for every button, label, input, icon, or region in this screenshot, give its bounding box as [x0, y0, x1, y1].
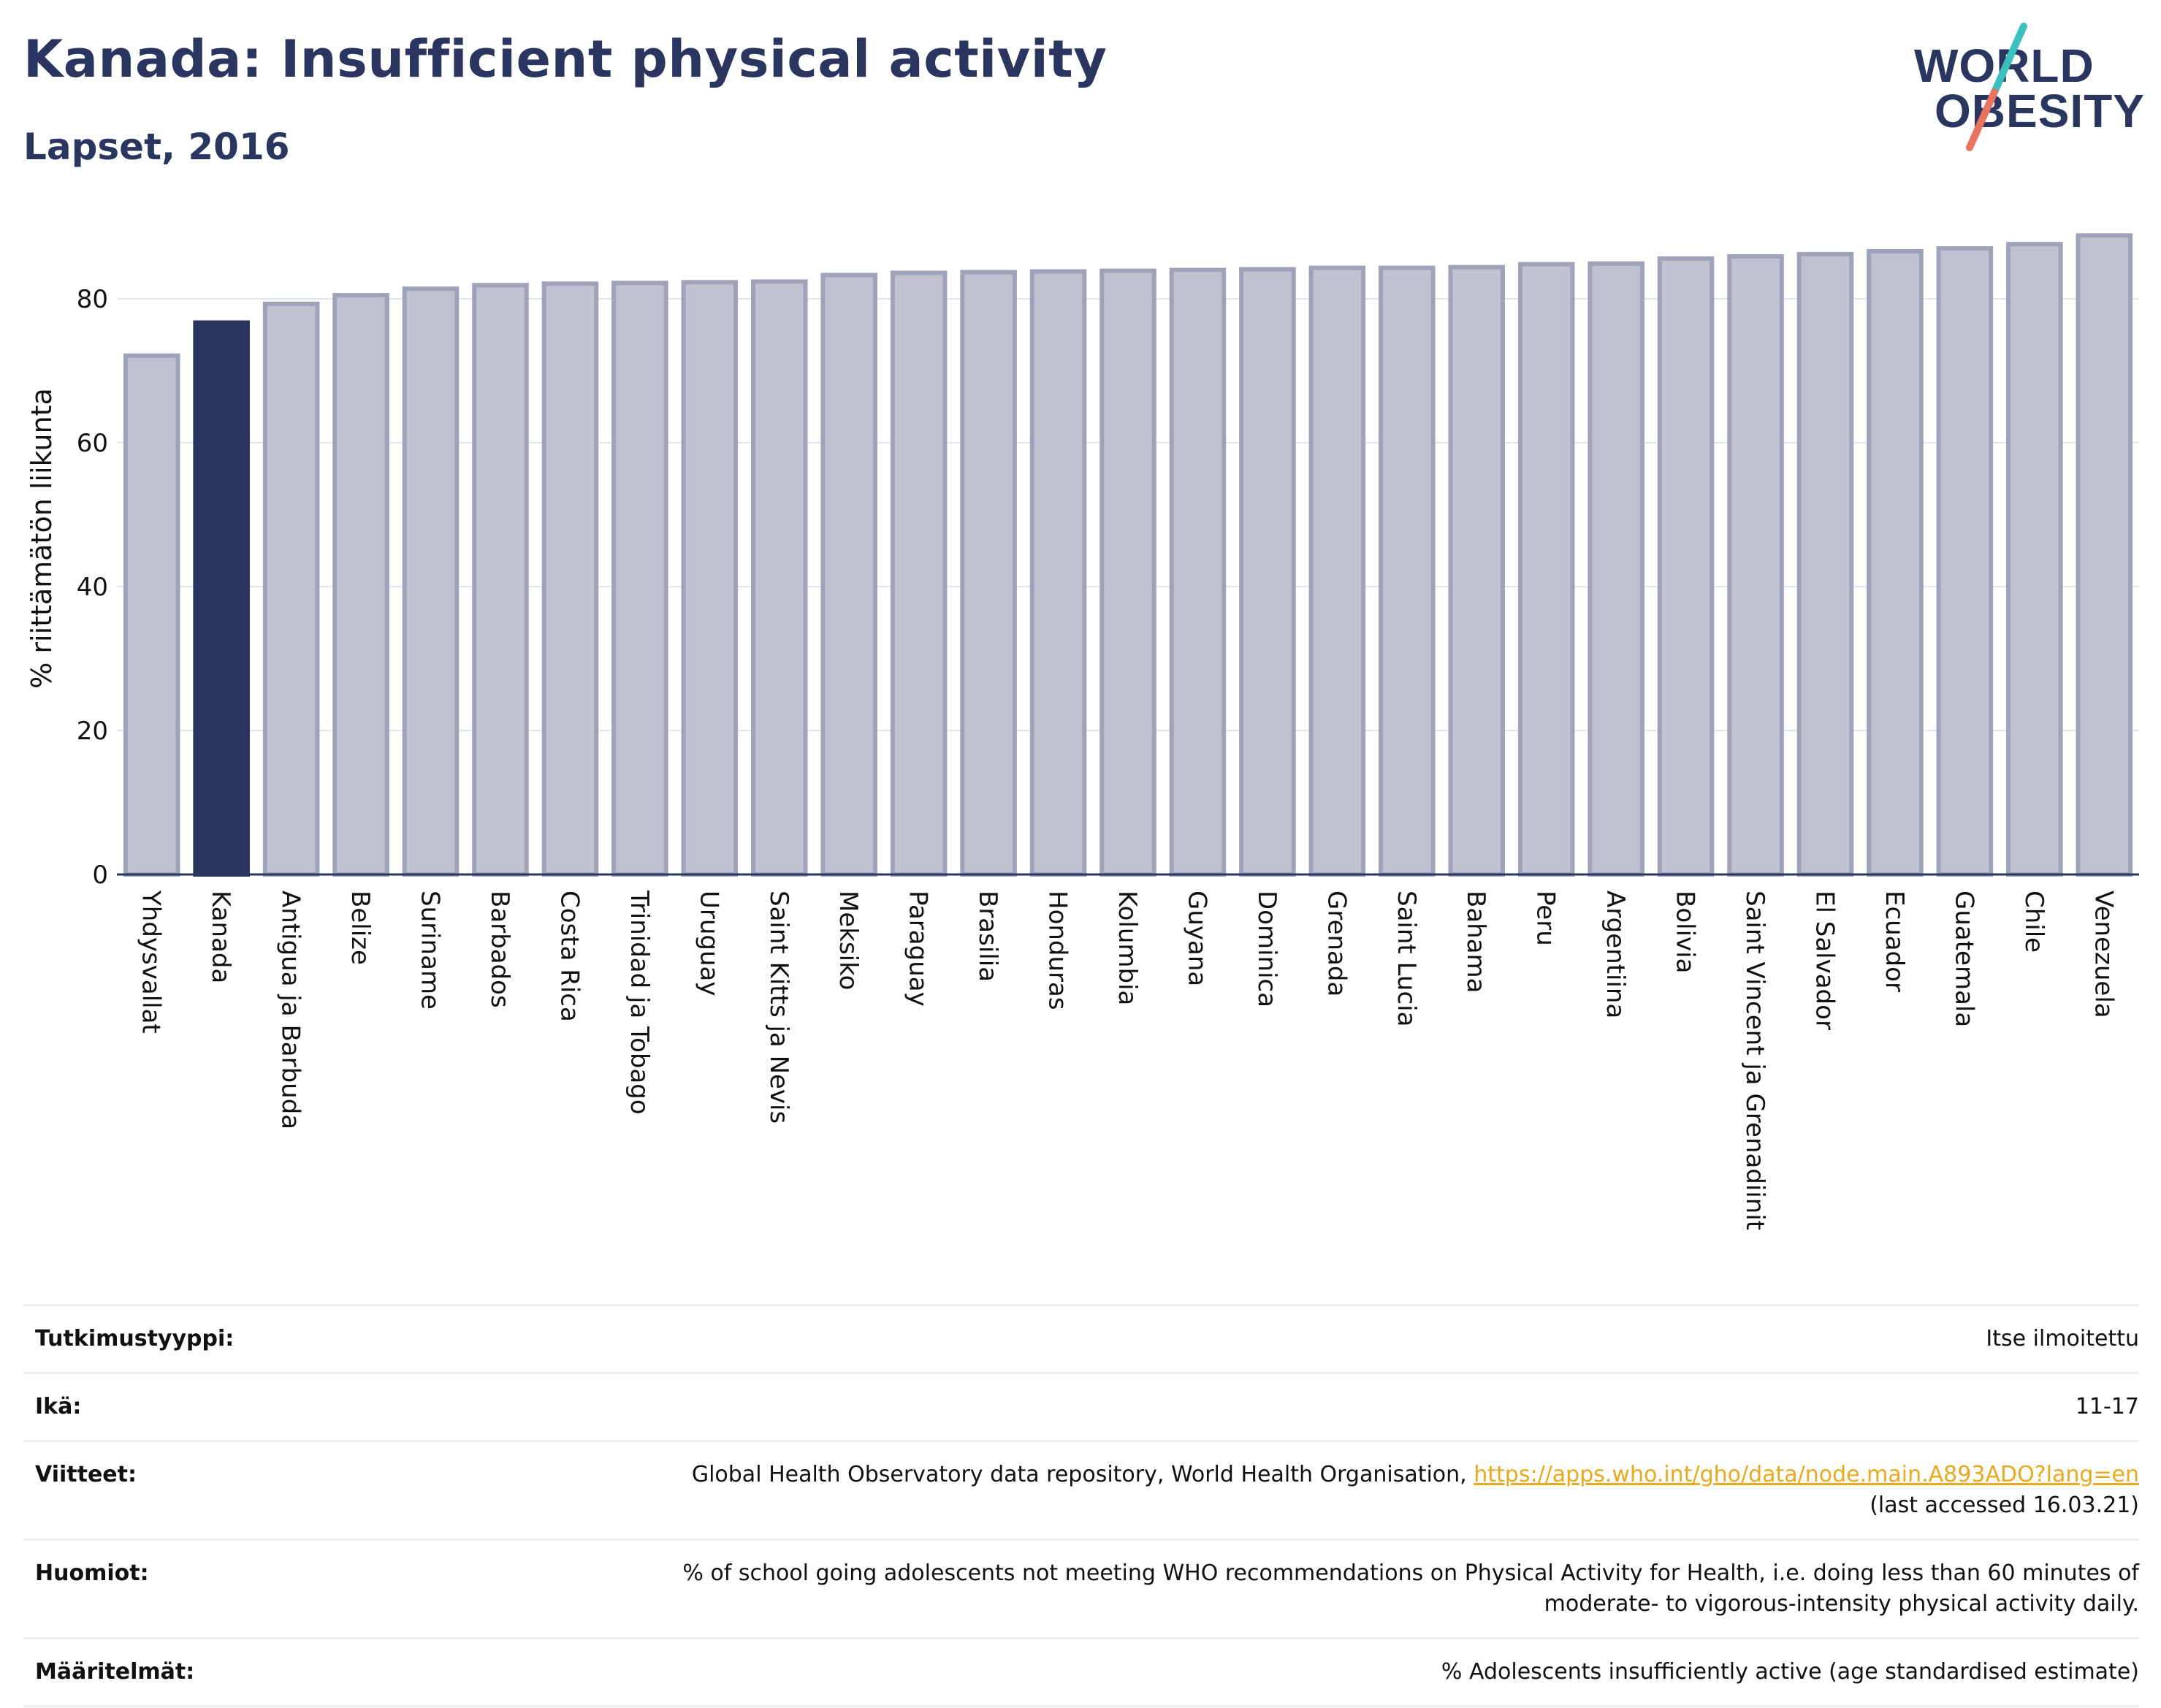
bar-antigua-ja-barbuda — [262, 301, 320, 877]
meta-value-text: Global Health Observatory data repositor… — [691, 1462, 1467, 1487]
bar-meksiko — [820, 272, 878, 877]
meta-label: Ikä: — [35, 1394, 82, 1419]
y-tick-label: 40 — [77, 573, 108, 602]
logo-slash-icon — [1966, 23, 2027, 151]
chart-title: Kanada: Insufficient physical activity — [23, 29, 1108, 89]
meta-label: Määritelmät: — [35, 1659, 195, 1685]
meta-label: Huomiot: — [35, 1560, 149, 1586]
y-tick-label: 80 — [77, 285, 108, 314]
meta-value-text: 11-17 — [2075, 1394, 2139, 1419]
x-tick-label: Grenada — [1322, 891, 1351, 996]
meta-row: Ikä: 11-17 — [23, 1372, 2139, 1440]
x-tick-label: Honduras — [1043, 891, 1072, 1010]
bar-paraguay — [890, 270, 948, 877]
bar-honduras — [1029, 269, 1087, 877]
x-tick-label: Saint Kitts ja Nevis — [764, 891, 793, 1124]
meta-value-text: % of school going adolescents not meetin… — [682, 1560, 2139, 1586]
bar-peru — [1517, 262, 1575, 877]
x-tick-label: Ecuador — [1880, 891, 1909, 992]
bar-grenada — [1308, 265, 1366, 877]
category-labels: Yhdysvallat Kanada Antigua ja Barbuda Beliz… — [137, 890, 2119, 1230]
bar-trinidad-ja-tobago — [611, 281, 668, 877]
bar-kolumbia — [1099, 268, 1156, 877]
x-tick-label: Kolumbia — [1113, 891, 1142, 1005]
bar-dominica — [1239, 267, 1296, 877]
meta-value-text: moderate- to vigorous-intensity physical… — [1544, 1591, 2139, 1617]
bar-saint-vincent-ja-grenadiinit — [1727, 253, 1784, 877]
meta-value-text: % Adolescents insufficiently active (age… — [1441, 1659, 2139, 1685]
x-tick-label: Dominica — [1252, 891, 1281, 1007]
bar-chart: 0 20 40 60 80 Yhdysvallat Kanada Antigua ja Ba… — [26, 233, 2139, 1230]
bar-argentiina — [1588, 261, 1644, 877]
axes: 0 20 40 60 80 — [77, 285, 2139, 890]
x-tick-label: Argentiina — [1601, 891, 1630, 1018]
meta-row: Huomiot: % of school going adolescents no… — [23, 1539, 2139, 1637]
x-tick-label: El Salvador — [1810, 891, 1839, 1030]
y-tick-label: 60 — [77, 429, 108, 458]
x-tick-label: Belize — [346, 891, 375, 965]
x-tick-label: Chile — [2019, 891, 2048, 953]
x-tick-label: Trinidad ja Tobago — [625, 890, 654, 1115]
x-tick-label: Saint Lucia — [1392, 891, 1421, 1026]
meta-row: Tutkimustyyppi: Itse ilmoitettu — [23, 1304, 2139, 1372]
bar-chile — [2006, 242, 2063, 877]
x-tick-label: Barbados — [485, 891, 514, 1008]
x-tick-label: Guyana — [1182, 891, 1211, 986]
meta-value: Itse ilmoitettu — [1986, 1324, 2139, 1354]
meta-value: % Adolescents insufficiently active (age… — [1441, 1657, 2139, 1688]
x-tick-label: Bahama — [1461, 891, 1490, 994]
y-tick-label: 0 — [92, 861, 108, 890]
meta-row: Määritelmät: % Adolescents insufficiently… — [23, 1637, 2139, 1707]
bar-saint-kitts-ja-nevis — [750, 279, 808, 877]
bar-kanada — [193, 320, 250, 877]
reference-link[interactable]: https://apps.who.int/gho/data/node.main.… — [1474, 1462, 2139, 1487]
x-tick-label: Paraguay — [904, 891, 933, 1007]
metadata-table: Tutkimustyyppi: Itse ilmoitettu Ikä: 11-17 V… — [23, 1304, 2139, 1707]
bar-yhdysvallat — [123, 353, 180, 877]
x-tick-label: Venezuela — [2089, 891, 2118, 1018]
x-tick-label: Guatemala — [1949, 891, 1978, 1027]
x-tick-label: Costa Rica — [554, 891, 584, 1022]
bar-brasilia — [960, 270, 1017, 877]
meta-value-text: Itse ilmoitettu — [1986, 1326, 2139, 1351]
x-tick-label: Kanada — [206, 891, 235, 983]
bar-belize — [332, 293, 389, 877]
bar-el-salvador — [1796, 251, 1854, 877]
x-tick-label: Meksiko — [834, 891, 863, 990]
bar-bolivia — [1657, 256, 1715, 877]
x-tick-label: Saint Vincent ja Grenadiinit — [1740, 891, 1769, 1230]
bar-suriname — [402, 286, 460, 877]
bar-bahama — [1448, 264, 1506, 877]
bar-venezuela — [2076, 233, 2133, 877]
x-tick-label: Bolivia — [1671, 891, 1700, 973]
bar-saint-lucia — [1379, 265, 1436, 877]
meta-label: Tutkimustyyppi: — [35, 1326, 235, 1351]
x-tick-label: Brasilia — [973, 891, 1002, 982]
y-axis-label: % riittämätön liikunta — [26, 388, 58, 689]
meta-value: Global Health Observatory data repositor… — [692, 1460, 2139, 1521]
bar-ecuador — [1867, 248, 1924, 877]
bar-guatemala — [1936, 246, 1994, 877]
x-tick-label: Yhdysvallat — [137, 890, 166, 1034]
bar-guyana — [1169, 267, 1227, 877]
meta-value: 11-17 — [2076, 1392, 2139, 1422]
bar-uruguay — [681, 280, 739, 877]
bar-barbados — [472, 283, 529, 877]
x-tick-label: Uruguay — [694, 891, 723, 996]
meta-value-text: (last accessed 16.03.21) — [1870, 1492, 2139, 1518]
y-tick-label: 20 — [77, 717, 108, 746]
bar-costa-rica — [541, 281, 599, 877]
meta-value: % of school going adolescents not meetin… — [682, 1558, 2139, 1620]
bars — [123, 233, 2133, 877]
x-tick-label: Suriname — [416, 891, 445, 1010]
world-obesity-logo: WORLD OBESITY — [1899, 22, 2148, 153]
meta-label: Viitteet: — [35, 1462, 137, 1487]
meta-row: Viitteet: Global Health Observatory data … — [23, 1440, 2139, 1539]
chart-subtitle: Lapset, 2016 — [23, 126, 290, 168]
x-tick-label: Antigua ja Barbuda — [276, 891, 305, 1129]
logo-text-line2: OBESITY — [1935, 85, 2145, 137]
x-tick-label: Peru — [1531, 891, 1560, 946]
